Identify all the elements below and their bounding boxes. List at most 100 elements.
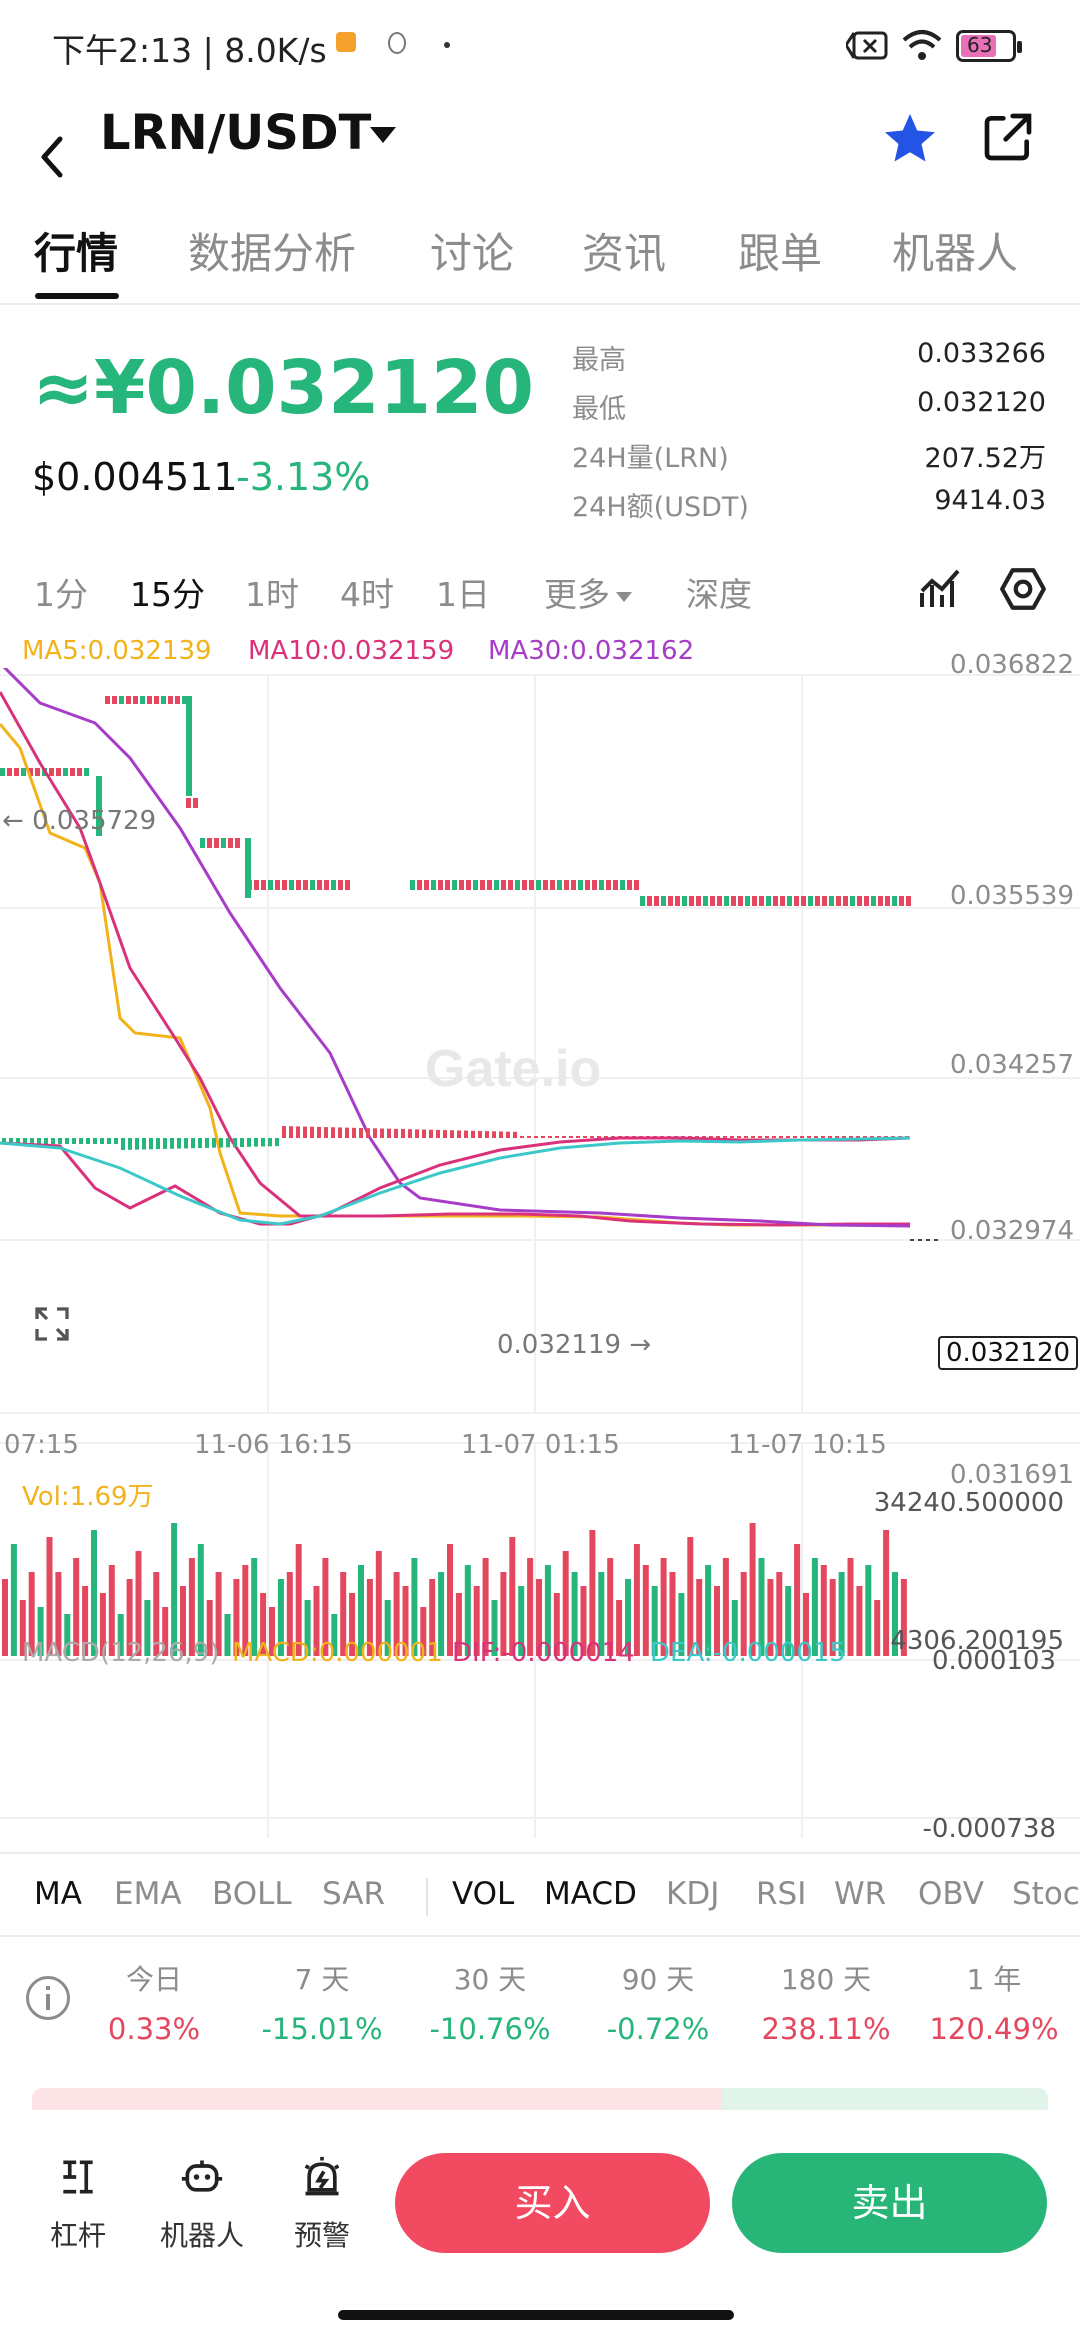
tab-data-analysis[interactable]: 数据分析 (188, 229, 357, 278)
ind-ema[interactable]: EMA (114, 1876, 182, 1912)
macd-bar (212, 1138, 216, 1148)
volume-bar (206, 1600, 213, 1656)
tab-copy-trade[interactable]: 跟单 (738, 229, 823, 278)
interval-depth[interactable]: 深度 (686, 575, 752, 614)
volume-bar (393, 1572, 400, 1656)
ind-boll[interactable]: BOLL (212, 1876, 292, 1912)
volume-bar (82, 1586, 89, 1656)
stat-volume-label: 24H量(LRN) (572, 443, 729, 474)
candle (536, 880, 541, 890)
volume-bar (820, 1565, 827, 1656)
leverage-button[interactable]: 杠杆 (50, 2155, 106, 2254)
stat-high-label: 最高 (572, 345, 626, 376)
macd-bar (590, 1136, 594, 1138)
volume-bar (286, 1572, 293, 1656)
ma10-line (0, 691, 910, 1227)
chart-settings-icon[interactable] (998, 564, 1048, 614)
y-tick-4: 0.032974 (949, 1216, 1074, 1246)
candle (310, 880, 315, 890)
indicator-chart-icon[interactable] (916, 564, 964, 614)
candle (445, 880, 450, 890)
interval-more[interactable]: 更多 (544, 568, 632, 616)
ind-kdj[interactable]: KDJ (666, 1876, 720, 1912)
volume-bar (438, 1572, 445, 1656)
candle (878, 896, 883, 906)
tab-market[interactable]: 行情 (34, 229, 119, 278)
candle (175, 696, 180, 704)
macd-bar (793, 1136, 797, 1138)
volume-bar (455, 1593, 462, 1656)
pair-title[interactable]: LRN/USDT (100, 105, 372, 161)
macd-bar (366, 1128, 370, 1138)
macd-bar (247, 1138, 251, 1147)
volume-bar (429, 1579, 436, 1656)
ind-macd[interactable]: MACD (544, 1876, 637, 1912)
sell-button[interactable]: 卖出 (732, 2153, 1047, 2253)
macd-bar (303, 1126, 307, 1138)
back-arrow-icon[interactable] (32, 127, 72, 187)
macd-bar (597, 1136, 601, 1138)
candle (282, 880, 287, 890)
candle (578, 880, 583, 890)
candle (620, 880, 625, 890)
candle (303, 880, 308, 890)
volume-bar (518, 1586, 525, 1656)
candle (717, 896, 722, 906)
candle (752, 896, 757, 906)
robot-button[interactable]: 机器人 (160, 2155, 244, 2254)
ind-stoch[interactable]: Stoch (1012, 1876, 1080, 1912)
volume-bar (473, 1586, 480, 1656)
volume-bar (883, 1530, 890, 1656)
volume-bar (304, 1600, 311, 1656)
candle (186, 798, 191, 808)
volume-bar (607, 1558, 614, 1656)
candle (200, 838, 205, 848)
alert-button[interactable]: 预警 (294, 2155, 350, 2254)
candle (331, 880, 336, 890)
kline-chart-svg[interactable]: Gate.io (0, 661, 1080, 1850)
candle (654, 896, 659, 906)
macd-bar (44, 1138, 48, 1144)
macd-bar (800, 1136, 804, 1138)
interval-4h[interactable]: 4时 (340, 575, 394, 614)
macd-bar (296, 1126, 300, 1138)
volume-bar (242, 1565, 249, 1656)
ind-vol[interactable]: VOL (452, 1876, 515, 1912)
kline-chart[interactable]: Gate.io 0.036822 0.035539 0.034257 0.032… (0, 650, 1080, 1850)
volume-bar (660, 1558, 667, 1656)
ind-ma[interactable]: MA (34, 1876, 82, 1912)
favorite-star-icon[interactable] (880, 109, 940, 169)
macd-bar (429, 1129, 433, 1138)
interval-1h[interactable]: 1时 (245, 575, 299, 614)
candle (634, 880, 639, 890)
macd-bar (422, 1129, 426, 1138)
candle (452, 880, 457, 890)
volume-bar (616, 1600, 623, 1656)
share-icon[interactable] (980, 109, 1036, 165)
ind-wr[interactable]: WR (834, 1876, 887, 1912)
x-tick-2: 11-06 16:15 (194, 1430, 353, 1460)
interval-15m[interactable]: 15分 (130, 575, 205, 614)
chevron-down-icon (616, 591, 632, 602)
volume-bar (91, 1530, 97, 1656)
interval-1d[interactable]: 1日 (436, 575, 490, 614)
ind-obv[interactable]: OBV (918, 1876, 984, 1912)
tab-news[interactable]: 资讯 (582, 229, 667, 278)
ind-sar[interactable]: SAR (322, 1876, 385, 1912)
price-change: -3.13% (236, 455, 371, 499)
tab-discussion[interactable]: 讨论 (430, 229, 515, 278)
macd-bar (751, 1136, 755, 1138)
pair-dropdown-icon[interactable] (370, 125, 396, 145)
macd-bar (583, 1136, 587, 1138)
info-icon[interactable] (26, 1976, 70, 2020)
candle (338, 880, 343, 890)
stat-high-value: 0.033266 (917, 338, 1046, 369)
candle (480, 880, 485, 890)
fullscreen-icon[interactable] (32, 1304, 72, 1344)
macd-bar (541, 1136, 545, 1138)
buy-button[interactable]: 买入 (395, 2153, 710, 2253)
ind-rsi[interactable]: RSI (756, 1876, 807, 1912)
interval-1m[interactable]: 1分 (34, 575, 88, 614)
status-bar: 下午2:13 | 8.0K/s 63 (0, 0, 1080, 95)
tab-robot[interactable]: 机器人 (892, 229, 1019, 278)
